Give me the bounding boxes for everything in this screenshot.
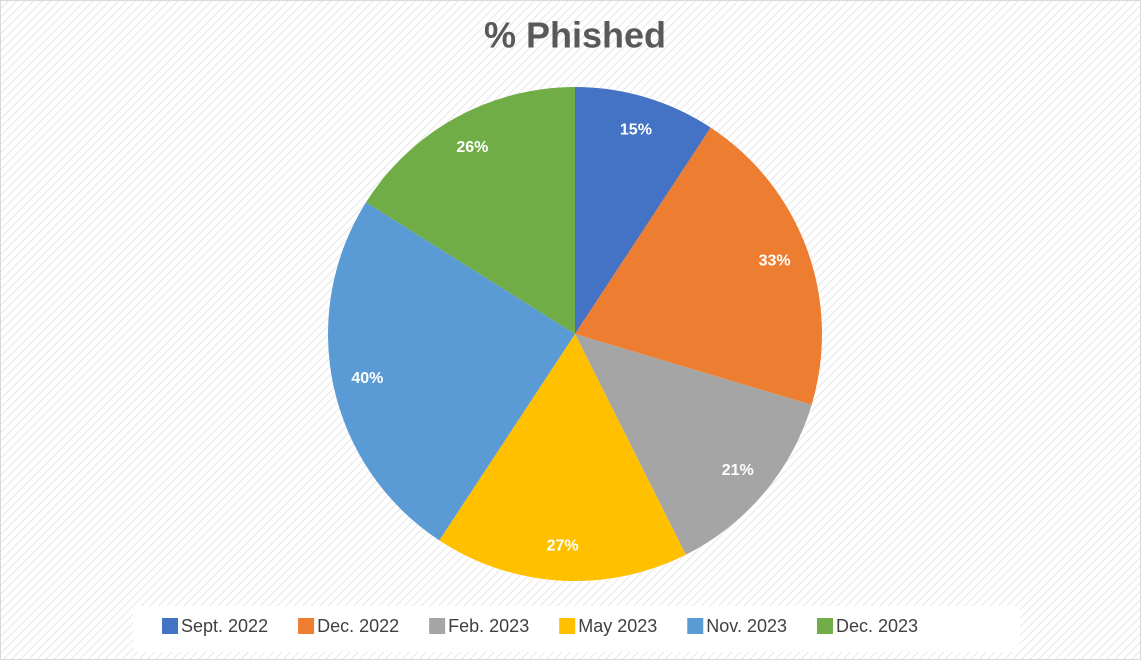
pie-slice <box>439 334 686 581</box>
pie-slice <box>328 202 575 541</box>
legend-swatch <box>298 618 315 634</box>
legend-swatch <box>687 618 704 634</box>
pie-slice <box>575 87 711 334</box>
legend-label: Feb. 2023 <box>448 616 529 636</box>
legend: Sept. 2022 Dec. 2022 Feb. 2023 May 2023 Nov.… <box>162 616 918 636</box>
legend-label: Sept. 2022 <box>181 616 268 636</box>
slice-label: 40% <box>351 370 383 387</box>
slice-label: 21% <box>722 462 754 479</box>
pie: 15% 33% 21% 27% 40% 26% <box>328 87 822 581</box>
legend-box <box>133 606 1020 652</box>
legend-label: May 2023 <box>578 616 657 636</box>
slice-label: 27% <box>547 537 579 554</box>
legend-swatch <box>559 618 576 634</box>
legend-label: Dec. 2023 <box>836 616 918 636</box>
slice-label: 15% <box>620 122 652 139</box>
legend-swatch <box>429 618 446 634</box>
pie-slice <box>575 334 812 555</box>
chart-title: % Phished <box>484 15 666 56</box>
pie-slice <box>575 127 822 405</box>
slice-label: 26% <box>456 139 488 156</box>
slice-label: 33% <box>759 253 791 270</box>
legend-swatch <box>162 618 178 634</box>
legend-label: Dec. 2022 <box>317 616 399 636</box>
pie-slice <box>366 87 575 334</box>
legend-label: Nov. 2023 <box>706 616 787 636</box>
legend-swatch <box>816 618 833 634</box>
